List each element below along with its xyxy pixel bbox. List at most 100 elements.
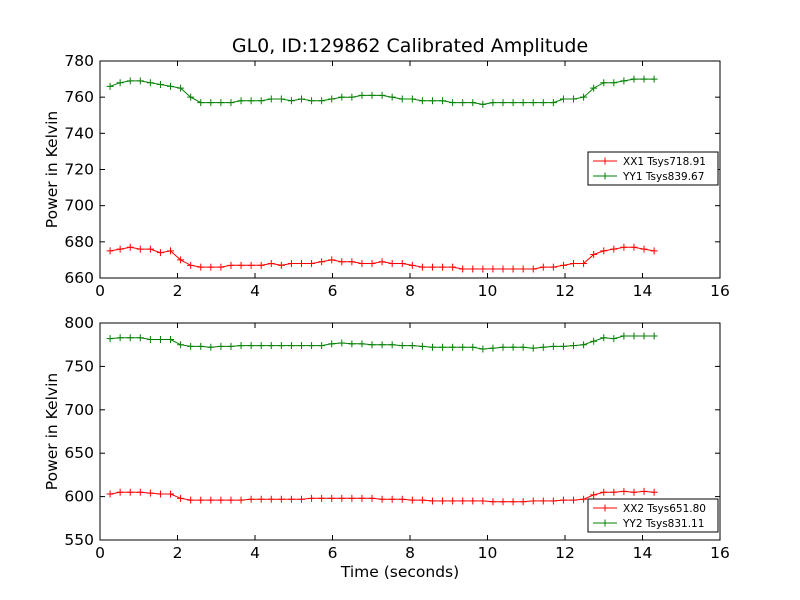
data-point xyxy=(247,495,255,503)
data-point xyxy=(116,79,124,87)
data-point xyxy=(237,342,245,350)
data-point xyxy=(479,345,487,353)
data-point xyxy=(640,75,648,83)
x-tick-label: 16 xyxy=(710,544,730,562)
data-point xyxy=(509,343,517,351)
data-point xyxy=(217,263,225,271)
legend-marker xyxy=(601,157,609,165)
data-point xyxy=(227,342,235,350)
data-point xyxy=(187,342,195,350)
data-point xyxy=(469,343,477,351)
y-tick-label: 600 xyxy=(64,488,94,506)
data-point xyxy=(328,494,336,502)
y-axis-label: Power in Kelvin xyxy=(43,111,61,228)
y-tick-label: 740 xyxy=(64,124,94,142)
data-point xyxy=(348,340,356,348)
data-point xyxy=(590,337,598,345)
x-tick-label: 14 xyxy=(633,544,653,562)
data-point xyxy=(428,263,436,271)
data-point xyxy=(358,260,366,268)
data-point xyxy=(529,497,537,505)
data-point xyxy=(328,256,336,264)
data-point xyxy=(610,245,618,253)
data-point xyxy=(207,496,215,504)
data-point xyxy=(207,99,215,107)
data-point xyxy=(509,99,517,107)
data-point xyxy=(559,496,567,504)
x-tick-label: 2 xyxy=(173,544,183,562)
data-point xyxy=(549,99,557,107)
data-point xyxy=(408,342,416,350)
data-point xyxy=(257,495,265,503)
data-point xyxy=(267,495,275,503)
data-point xyxy=(348,258,356,266)
data-point xyxy=(469,99,477,107)
data-point xyxy=(197,263,205,271)
data-point xyxy=(267,342,275,350)
data-point xyxy=(479,497,487,505)
data-point xyxy=(549,497,557,505)
data-point xyxy=(136,334,144,342)
data-point xyxy=(177,256,185,264)
data-point xyxy=(549,342,557,350)
series-1 xyxy=(106,243,658,273)
data-point xyxy=(640,245,648,253)
data-point xyxy=(378,258,386,266)
legend-marker xyxy=(601,504,609,512)
legend-box xyxy=(587,151,719,186)
data-point xyxy=(620,487,628,495)
data-point xyxy=(318,258,326,266)
data-point xyxy=(650,75,658,83)
data-point xyxy=(600,247,608,255)
legend: XX1 Tsys718.91 YY1 Tsys839.67 xyxy=(587,151,719,186)
data-point xyxy=(388,495,396,503)
data-point xyxy=(116,488,124,496)
data-point xyxy=(539,99,547,107)
data-point xyxy=(277,95,285,103)
data-point xyxy=(267,260,275,268)
data-point xyxy=(559,261,567,269)
data-point xyxy=(449,343,457,351)
data-point xyxy=(106,490,114,498)
data-point xyxy=(570,342,578,350)
data-point xyxy=(590,491,598,499)
data-point xyxy=(298,260,305,268)
data-point xyxy=(227,496,235,504)
data-point xyxy=(227,261,235,269)
data-point xyxy=(378,341,386,349)
data-point xyxy=(187,93,195,101)
data-point xyxy=(590,250,598,258)
data-point xyxy=(207,343,215,351)
series-1 xyxy=(106,487,658,506)
data-point xyxy=(418,97,426,105)
legend-entry: YY1 Tsys839.67 xyxy=(622,171,704,183)
legend-box xyxy=(587,498,719,533)
data-point xyxy=(600,334,608,342)
data-point xyxy=(247,261,255,269)
data-point xyxy=(146,335,154,343)
legend: XX2 Tsys651.80 YY2 Tsys831.11 xyxy=(587,498,719,533)
data-point xyxy=(509,265,517,273)
data-point xyxy=(489,344,497,352)
data-point xyxy=(167,82,175,90)
data-point xyxy=(116,334,124,342)
data-point xyxy=(177,341,185,349)
data-point xyxy=(439,343,447,351)
data-point xyxy=(358,340,366,348)
x-tick-label: 16 xyxy=(710,282,730,300)
data-point xyxy=(449,263,457,271)
data-point xyxy=(388,341,396,349)
data-point xyxy=(519,265,527,273)
data-point xyxy=(106,335,114,343)
data-point xyxy=(620,332,628,340)
data-point xyxy=(348,93,356,101)
data-point xyxy=(650,332,658,340)
y-tick-label: 700 xyxy=(64,197,94,215)
data-point xyxy=(439,497,447,505)
data-point xyxy=(630,332,638,340)
data-point xyxy=(237,97,245,105)
data-point xyxy=(318,97,326,105)
data-point xyxy=(368,91,376,99)
data-point xyxy=(559,342,567,350)
